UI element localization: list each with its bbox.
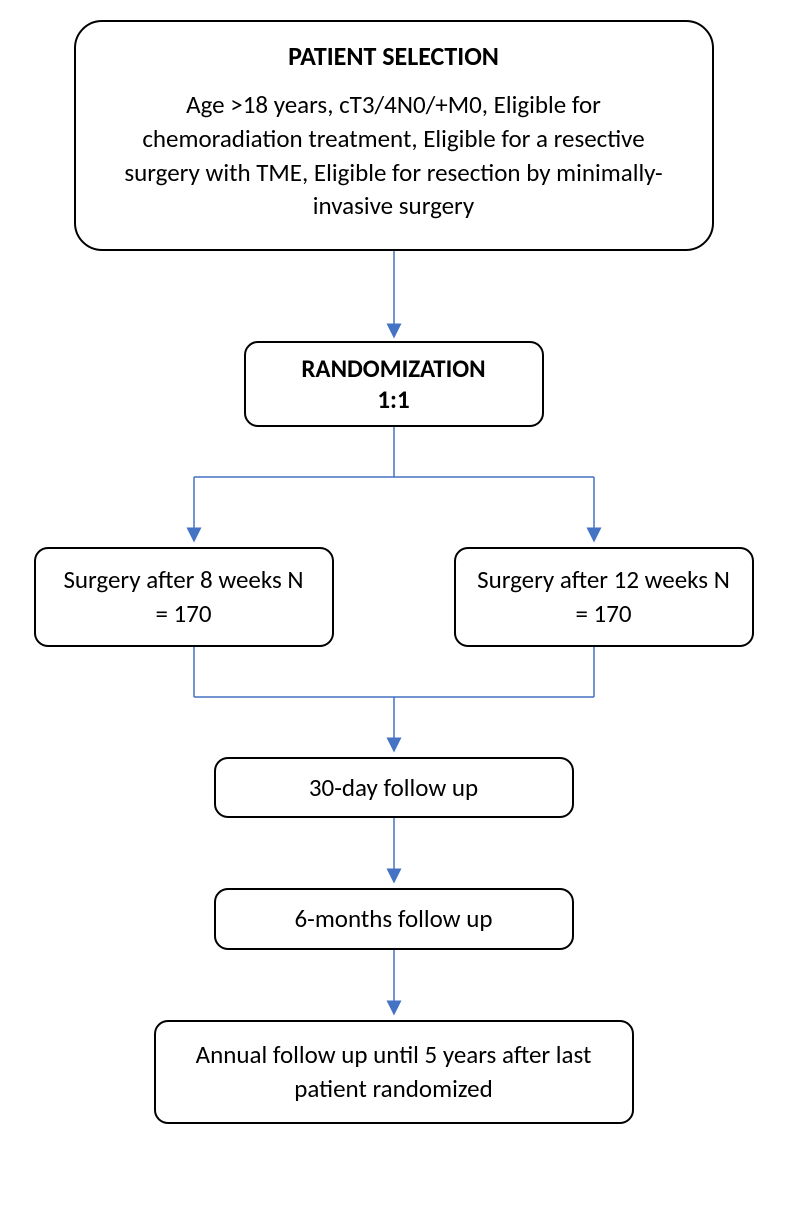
- patient-selection-title: PATIENT SELECTION: [116, 40, 672, 72]
- randomization-title: RANDOMIZATION: [266, 353, 522, 384]
- node-fu-6m: 6-months follow up: [214, 888, 574, 950]
- randomization-ratio: 1:1: [266, 384, 522, 415]
- node-patient-selection: PATIENT SELECTION Age >18 years, cT3/4N0…: [74, 20, 714, 251]
- node-arm-8wk: Surgery after 8 weeks N = 170: [34, 547, 334, 647]
- node-fu-annual: Annual follow up until 5 years after las…: [154, 1020, 634, 1124]
- patient-selection-body: Age >18 years, cT3/4N0/+M0, Eligible for…: [116, 88, 672, 223]
- arms-row: Surgery after 8 weeks N = 170 Surgery af…: [34, 547, 754, 647]
- node-randomization: RANDOMIZATION 1:1: [244, 341, 544, 427]
- node-fu-30d: 30-day follow up: [214, 757, 574, 819]
- arrow-down-icon: [374, 818, 414, 888]
- arm-12wk-label: Surgery after 12 weeks N = 170: [476, 563, 732, 631]
- branch-connector-icon: [34, 427, 754, 547]
- arrow-down-icon: [374, 950, 414, 1020]
- fu-6m-label: 6-months follow up: [236, 902, 552, 936]
- fu-30d-label: 30-day follow up: [236, 771, 552, 805]
- flowchart-container: PATIENT SELECTION Age >18 years, cT3/4N0…: [14, 20, 774, 1124]
- node-arm-12wk: Surgery after 12 weeks N = 170: [454, 547, 754, 647]
- merge-connector-icon: [34, 647, 754, 757]
- arrow-down-icon: [374, 251, 414, 341]
- arm-8wk-label: Surgery after 8 weeks N = 170: [56, 563, 312, 631]
- fu-annual-label: Annual follow up until 5 years after las…: [186, 1038, 602, 1106]
